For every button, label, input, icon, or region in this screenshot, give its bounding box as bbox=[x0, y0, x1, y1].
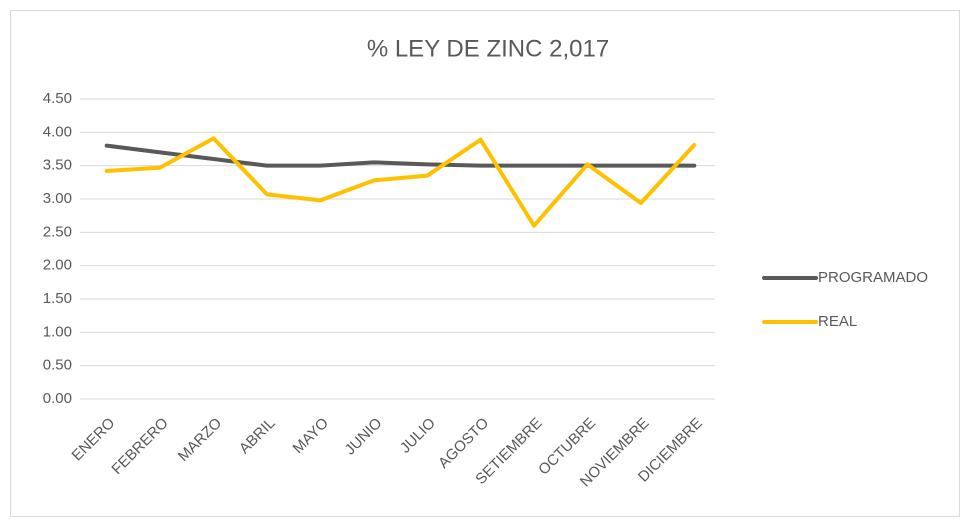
chart-border bbox=[10, 10, 960, 517]
y-tick-label: 2.50 bbox=[43, 223, 72, 240]
y-tick-label: 1.50 bbox=[43, 290, 72, 307]
y-tick-label: 4.50 bbox=[43, 90, 72, 107]
y-tick-label: 0.50 bbox=[43, 357, 72, 374]
y-tick-label: 0.00 bbox=[43, 390, 72, 407]
legend-label: REAL bbox=[818, 313, 857, 330]
y-tick-label: 2.00 bbox=[43, 257, 72, 274]
series-line bbox=[104, 136, 697, 228]
chart-title: % LEY DE ZINC 2,017 bbox=[367, 35, 609, 62]
y-tick-label: 1.00 bbox=[43, 323, 72, 340]
series-line bbox=[104, 143, 697, 168]
y-tick-label: 3.50 bbox=[43, 157, 72, 174]
y-tick-label: 3.00 bbox=[43, 190, 72, 207]
y-tick-label: 4.00 bbox=[43, 123, 72, 140]
legend-label: PROGRAMADO bbox=[818, 269, 928, 286]
